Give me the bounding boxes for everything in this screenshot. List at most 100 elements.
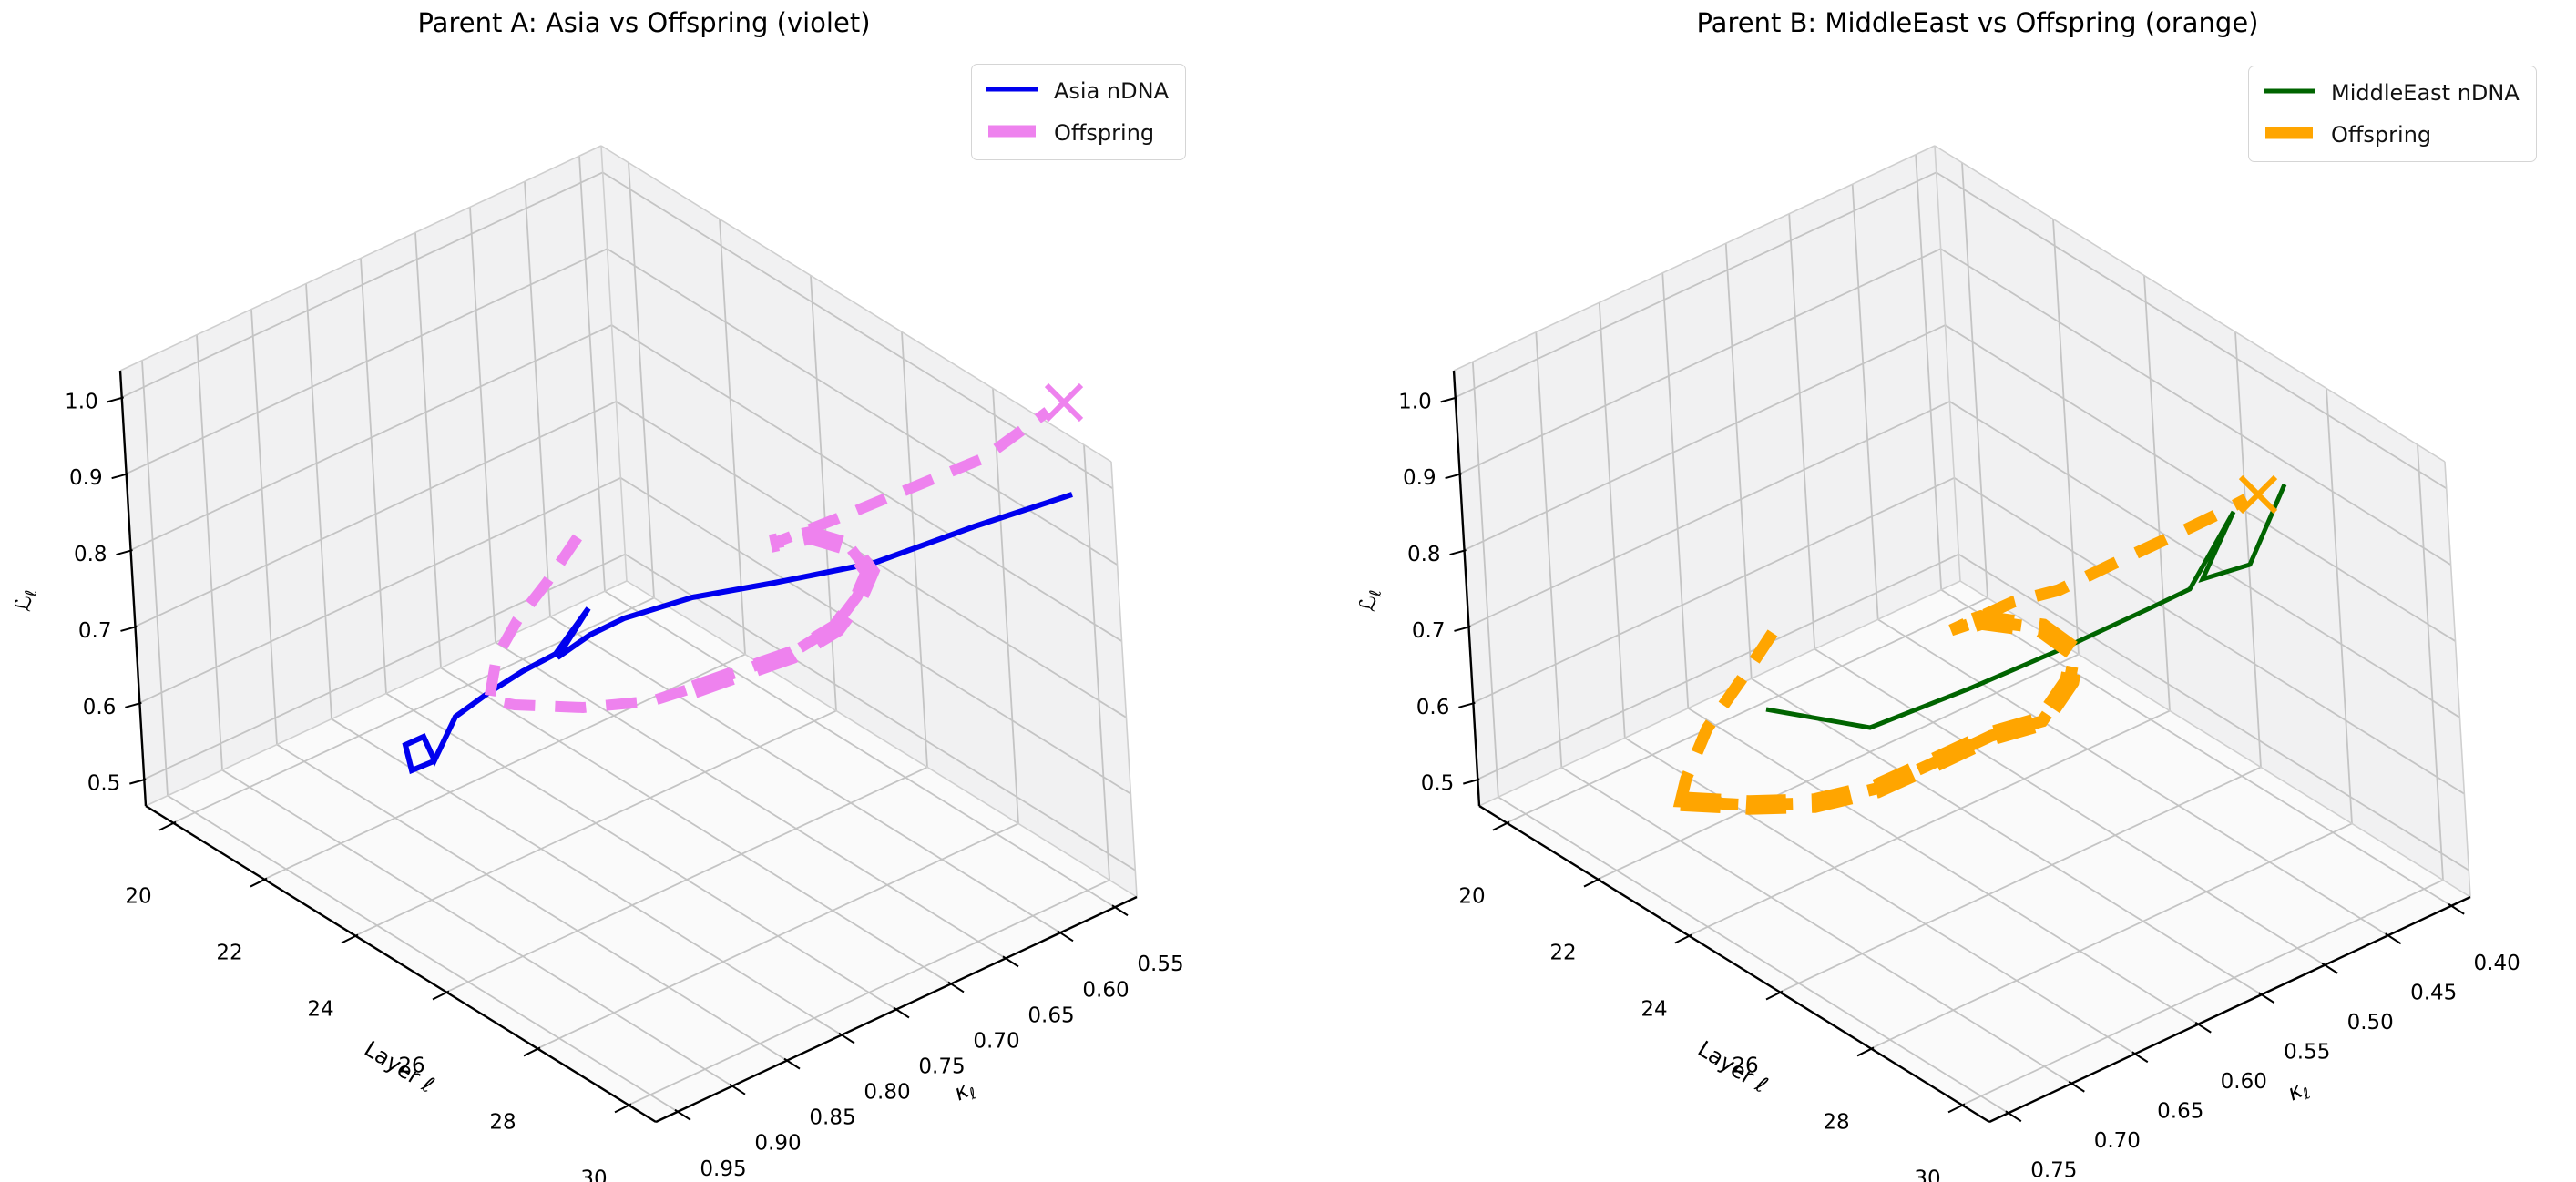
z-tick-mark <box>129 778 147 785</box>
series-line-offspring <box>483 407 1051 714</box>
z-tick-label: 0.5 <box>1421 772 1455 796</box>
y-axis-spine <box>1988 895 2471 1124</box>
x-axis-label: Layer ℓ <box>360 1036 439 1098</box>
z-tick-mark <box>1454 625 1471 632</box>
grid-line <box>1688 709 2171 937</box>
grid-line <box>1471 362 1499 798</box>
grid-line <box>1661 272 1690 708</box>
pane-edge <box>119 145 602 372</box>
y-tick-label: 0.75 <box>918 1055 965 1079</box>
x-tick-mark <box>1765 990 1784 1001</box>
pane-edge <box>145 580 628 807</box>
grid-line <box>1961 162 1988 598</box>
z-tick-mark <box>1449 549 1467 556</box>
grid-line <box>167 795 679 1113</box>
x-tick-mark <box>158 820 177 831</box>
z-tick-label: 1.0 <box>1398 390 1432 413</box>
pane-edge <box>1934 145 1961 582</box>
z-tick-label: 0.7 <box>78 619 112 643</box>
y-tick-mark <box>2448 902 2465 915</box>
grid-line <box>1687 707 2199 1025</box>
x-tick-mark <box>432 990 450 1001</box>
series-line-asia-ndna <box>402 492 1073 775</box>
z-tick-mark <box>111 473 128 480</box>
grid-line <box>628 162 655 598</box>
y-tick-label: 0.65 <box>1027 1004 1074 1027</box>
z-tick-mark <box>1445 473 1462 480</box>
grid-line <box>1936 171 2448 490</box>
z-tick-label: 0.9 <box>69 466 103 490</box>
z-tick-mark <box>1458 701 1476 708</box>
grid-line <box>1915 154 1943 590</box>
grid-line <box>602 171 1114 490</box>
pane-edge <box>1934 145 2446 463</box>
y-tick-mark <box>783 1057 801 1070</box>
y-tick-mark <box>729 1083 746 1095</box>
x-tick-mark <box>1674 933 1692 944</box>
y-tick-label: 0.70 <box>973 1029 1019 1053</box>
grid-line <box>1468 401 1950 627</box>
x-tick-label: 28 <box>489 1110 516 1134</box>
z-axis-spine <box>118 370 148 807</box>
pane-edge <box>1453 145 1936 372</box>
x-tick-label: 22 <box>216 942 242 965</box>
grid-line <box>1877 618 2389 937</box>
y-tick-mark <box>2005 1110 2022 1123</box>
grid-line <box>619 477 1131 795</box>
left-plot-title: Parent A: Asia vs Offspring (violet) <box>417 7 871 38</box>
pane-edge <box>600 145 1112 463</box>
x-tick-label: 24 <box>1641 998 1667 1022</box>
end-x-marker <box>2238 474 2278 515</box>
grid-line <box>360 258 387 694</box>
grid-line <box>1455 171 1937 399</box>
x-tick-label: 28 <box>1823 1110 1849 1134</box>
y-tick-mark <box>1002 955 1019 968</box>
z-tick-mark <box>1440 396 1457 403</box>
y-axis-label: κℓ <box>950 1075 980 1109</box>
z-tick-label: 0.5 <box>87 772 121 796</box>
y-tick-mark <box>2194 1021 2212 1034</box>
y-tick-label: 0.60 <box>2221 1070 2267 1094</box>
y-tick-label: 0.55 <box>1137 953 1183 976</box>
grid-line <box>1560 766 2072 1085</box>
x-tick-label: 22 <box>1549 942 1576 965</box>
y-tick-mark <box>893 1006 910 1019</box>
series-line-thick-segment <box>690 525 881 698</box>
grid-line <box>2326 388 2353 824</box>
y-tick-mark <box>838 1032 855 1044</box>
grid-line <box>141 360 169 796</box>
z-tick-label: 0.7 <box>1412 619 1446 643</box>
legend-item-offspring: Offspring <box>985 114 1169 152</box>
pane-edge <box>2444 461 2471 898</box>
grid-line <box>1751 678 2263 996</box>
solid-line-swatch-icon <box>2262 84 2316 102</box>
end-x-marker <box>1044 382 1084 423</box>
pane-edge <box>626 580 1138 898</box>
floor-pane <box>1479 581 2470 1122</box>
grid-line <box>1779 766 2262 993</box>
grid-line <box>1506 596 1988 824</box>
grid-line <box>331 718 843 1036</box>
pane-edge <box>600 145 628 582</box>
grid-line <box>1464 324 1946 551</box>
z-tick-label: 0.8 <box>74 543 107 566</box>
grid-line <box>1724 243 1753 679</box>
y-tick-label: 0.50 <box>2347 1011 2394 1034</box>
y-tick-label: 0.70 <box>2094 1129 2141 1153</box>
x-tick-label: 20 <box>125 885 151 909</box>
grid-line <box>549 616 1061 934</box>
x-tick-mark <box>341 933 359 944</box>
grid-line <box>1958 553 2469 871</box>
z-axis-label: ℒℓ <box>1354 588 1385 613</box>
x-tick-mark <box>1583 877 1601 888</box>
grid-line <box>221 769 733 1087</box>
legend-label: Offspring <box>2331 122 2432 148</box>
z-tick-mark <box>125 701 142 708</box>
grid-line <box>250 309 278 745</box>
y-tick-mark <box>2385 932 2402 945</box>
x-axis-spine <box>1478 804 1990 1124</box>
series-line-thick-segment <box>1680 610 2086 815</box>
y-tick-label: 0.40 <box>2474 952 2520 975</box>
grid-line <box>611 324 1123 642</box>
